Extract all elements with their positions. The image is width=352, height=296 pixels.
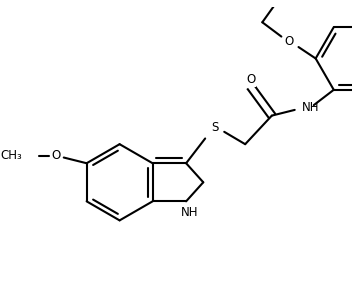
Text: NH: NH bbox=[181, 206, 199, 219]
Text: S: S bbox=[211, 120, 218, 133]
Text: NH: NH bbox=[302, 102, 320, 115]
Text: O: O bbox=[284, 35, 294, 48]
Text: O: O bbox=[51, 149, 61, 162]
Text: CH₃: CH₃ bbox=[0, 149, 22, 162]
Text: O: O bbox=[246, 73, 256, 86]
